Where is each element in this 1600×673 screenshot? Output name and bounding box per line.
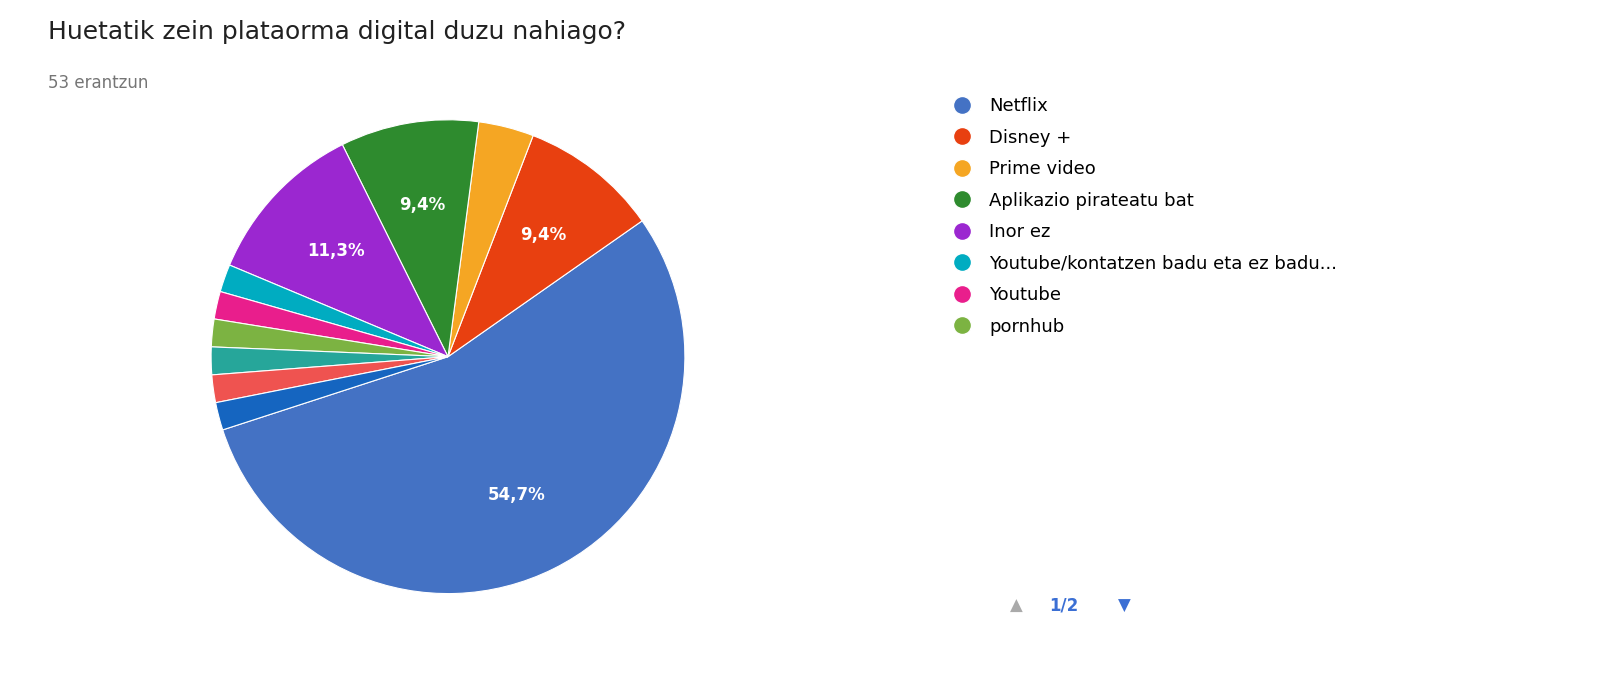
Text: ▼: ▼ [1118,597,1131,614]
Wedge shape [216,357,448,430]
Text: 53 erantzun: 53 erantzun [48,74,149,92]
Wedge shape [211,357,448,402]
Text: 9,4%: 9,4% [520,226,566,244]
Wedge shape [214,291,448,357]
Wedge shape [221,265,448,357]
Text: 11,3%: 11,3% [307,242,365,260]
Wedge shape [448,136,642,357]
Text: Huetatik zein plataorma digital duzu nahiago?: Huetatik zein plataorma digital duzu nah… [48,20,626,44]
Wedge shape [211,319,448,357]
Wedge shape [222,221,685,594]
Text: 1/2: 1/2 [1050,597,1078,614]
Wedge shape [229,145,448,357]
Wedge shape [211,347,448,375]
Wedge shape [448,122,533,357]
Text: 54,7%: 54,7% [488,485,546,503]
Text: ▲: ▲ [1010,597,1022,614]
Text: 9,4%: 9,4% [400,196,446,214]
Legend: Netflix, Disney +, Prime video, Aplikazio pirateatu bat, Inor ez, Youtube/kontat: Netflix, Disney +, Prime video, Aplikazi… [938,90,1344,343]
Wedge shape [342,120,478,357]
